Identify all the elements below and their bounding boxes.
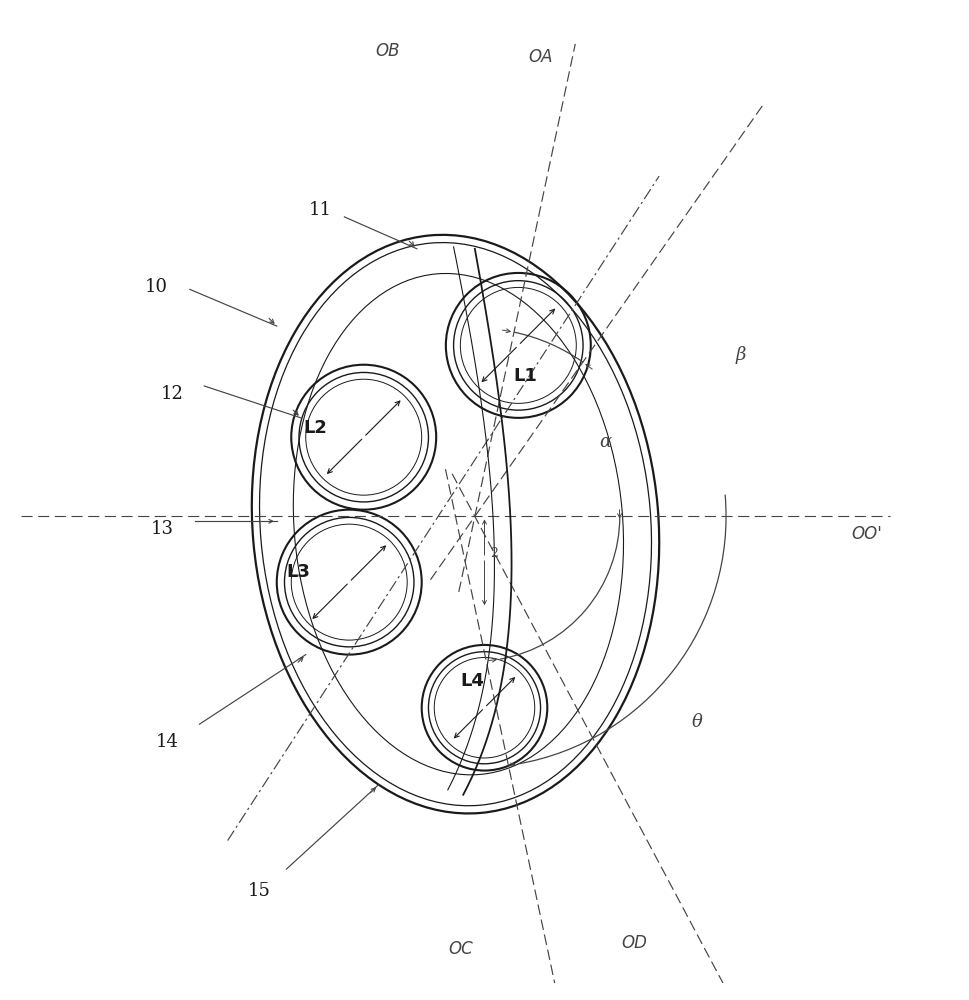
Text: 13: 13: [151, 520, 174, 538]
Text: OD: OD: [622, 934, 647, 952]
Text: L3: L3: [287, 563, 310, 581]
Text: OB: OB: [376, 42, 400, 60]
Text: 2: 2: [490, 547, 498, 560]
Text: α: α: [599, 433, 611, 451]
Text: 11: 11: [309, 201, 331, 219]
Text: 15: 15: [248, 882, 270, 900]
Text: OO': OO': [852, 525, 883, 543]
Text: β: β: [735, 346, 746, 364]
Text: OC: OC: [448, 940, 473, 958]
Text: OA: OA: [528, 48, 552, 66]
Text: L4: L4: [460, 672, 484, 690]
Text: θ: θ: [692, 713, 703, 731]
Text: L1: L1: [514, 367, 538, 385]
Text: 14: 14: [156, 733, 179, 751]
Text: 12: 12: [161, 385, 184, 403]
Text: L2: L2: [304, 419, 328, 437]
Text: 10: 10: [144, 278, 168, 296]
